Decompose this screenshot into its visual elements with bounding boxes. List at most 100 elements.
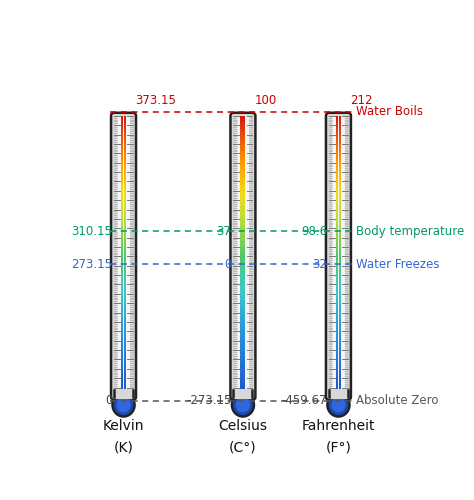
Bar	[240, 312, 243, 315]
Bar	[336, 120, 338, 123]
Bar	[124, 118, 126, 120]
Bar	[124, 242, 126, 244]
Bar	[336, 362, 338, 364]
Bar	[338, 151, 341, 154]
Bar	[338, 329, 341, 332]
Bar	[336, 394, 338, 397]
Bar	[240, 256, 243, 258]
Bar	[243, 154, 246, 156]
Bar	[121, 146, 123, 148]
Bar	[240, 352, 243, 354]
Bar	[240, 134, 243, 137]
Bar	[240, 298, 243, 301]
Bar	[338, 196, 341, 198]
Bar	[243, 261, 246, 264]
Bar	[243, 123, 246, 125]
Bar	[243, 270, 246, 272]
Bar	[240, 247, 243, 250]
Bar	[121, 202, 123, 205]
Bar	[124, 236, 126, 238]
Bar	[338, 207, 341, 210]
Bar	[338, 376, 341, 378]
Bar	[338, 336, 341, 338]
Text: -273.15: -273.15	[186, 394, 231, 407]
Bar	[338, 366, 341, 369]
Bar	[336, 151, 338, 154]
Bar	[336, 154, 338, 156]
Bar	[336, 346, 338, 348]
Bar	[121, 284, 123, 287]
Bar	[243, 252, 246, 254]
Bar	[240, 176, 243, 179]
Bar	[243, 380, 246, 383]
Bar	[121, 188, 123, 191]
Bar	[121, 308, 123, 310]
Text: 37: 37	[217, 225, 231, 238]
Bar	[243, 315, 246, 317]
Bar	[338, 261, 341, 264]
Bar	[243, 303, 246, 306]
Bar	[121, 268, 123, 270]
Bar	[121, 329, 123, 332]
Bar	[243, 326, 246, 329]
Bar	[243, 219, 246, 221]
Bar	[336, 123, 338, 125]
Bar	[338, 205, 341, 207]
Bar	[338, 142, 341, 144]
Bar	[243, 289, 246, 292]
Bar	[336, 226, 338, 228]
Bar	[336, 261, 338, 264]
Bar	[124, 214, 126, 216]
Bar	[243, 317, 246, 320]
Bar	[338, 165, 341, 168]
Bar	[121, 165, 123, 168]
Bar	[338, 287, 341, 289]
Bar	[336, 139, 338, 141]
Bar	[338, 374, 341, 376]
Bar	[240, 142, 243, 144]
Bar	[240, 315, 243, 317]
Bar	[240, 322, 243, 324]
Bar	[124, 139, 126, 141]
Bar	[124, 264, 126, 266]
Bar	[336, 172, 338, 174]
Bar	[121, 247, 123, 250]
Bar	[243, 247, 246, 250]
Bar	[121, 221, 123, 224]
Bar	[243, 198, 246, 200]
Bar	[243, 354, 246, 357]
Bar	[124, 296, 126, 298]
Bar	[336, 310, 338, 312]
Bar	[240, 174, 243, 176]
Bar	[124, 306, 126, 308]
Bar	[124, 226, 126, 228]
Bar	[240, 172, 243, 174]
Bar	[240, 137, 243, 139]
Bar	[243, 390, 246, 392]
Bar	[124, 196, 126, 198]
Bar	[240, 258, 243, 261]
Bar	[338, 188, 341, 191]
Bar	[243, 254, 246, 256]
Bar	[336, 116, 338, 118]
Bar	[243, 371, 246, 374]
Bar	[124, 317, 126, 320]
Text: Kelvin: Kelvin	[103, 419, 144, 433]
Bar	[124, 240, 126, 242]
Bar	[336, 254, 338, 256]
Bar	[121, 214, 123, 216]
Bar	[124, 329, 126, 332]
Bar	[336, 236, 338, 238]
Bar	[243, 256, 246, 258]
Bar	[240, 326, 243, 329]
Bar	[336, 350, 338, 352]
Bar	[336, 168, 338, 170]
Bar	[124, 322, 126, 324]
Bar	[336, 392, 338, 394]
Bar	[124, 130, 126, 132]
Bar	[121, 256, 123, 258]
Bar	[338, 350, 341, 352]
Bar	[121, 228, 123, 230]
Bar	[240, 329, 243, 332]
Bar	[124, 154, 126, 156]
